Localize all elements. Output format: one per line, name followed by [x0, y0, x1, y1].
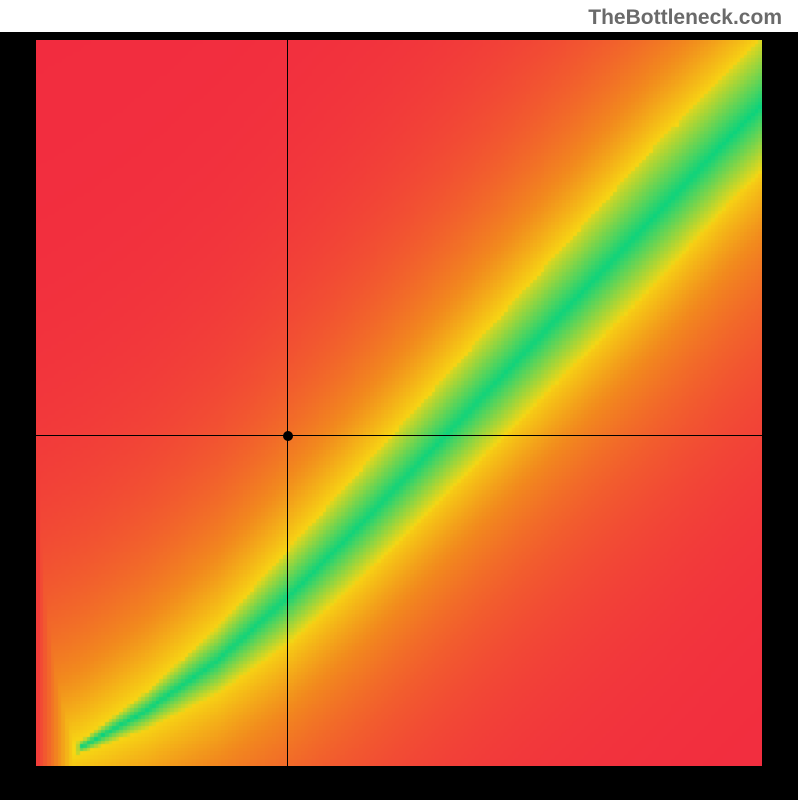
crosshair-vertical	[287, 40, 288, 766]
heatmap-plot	[36, 40, 762, 766]
heatmap-canvas	[36, 40, 762, 766]
crosshair-horizontal	[36, 435, 762, 436]
watermark-text: TheBottleneck.com	[588, 6, 782, 30]
crosshair-marker	[283, 431, 293, 441]
chart-outer-frame	[0, 32, 798, 800]
